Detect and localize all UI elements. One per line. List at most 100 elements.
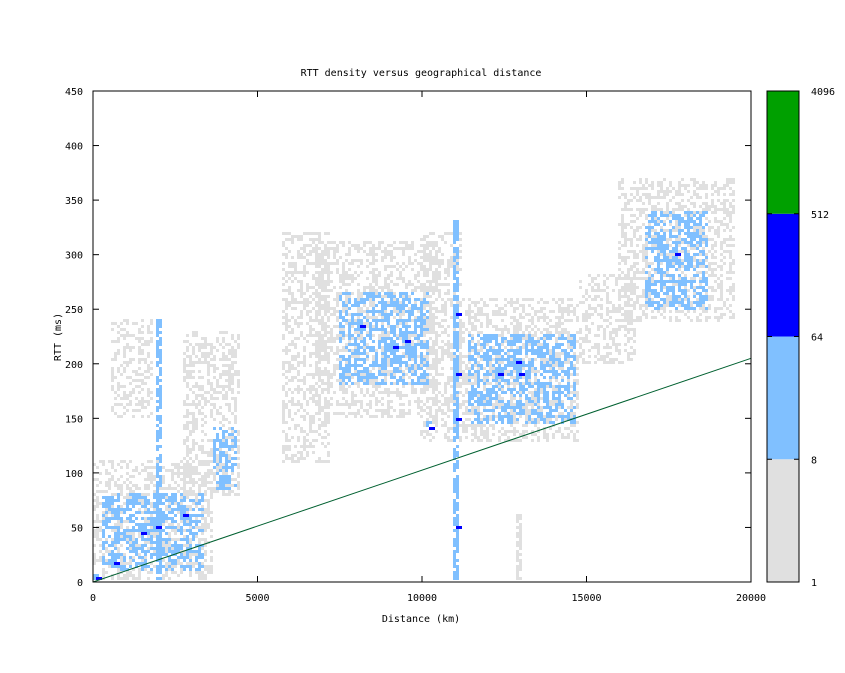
heatmap-cell: [156, 529, 159, 532]
heatmap-cell: [291, 403, 294, 406]
heatmap-cell: [417, 280, 420, 283]
heatmap-cell: [129, 508, 132, 511]
heatmap-cell: [537, 406, 540, 409]
heatmap-cell: [135, 544, 138, 547]
heatmap-cell: [339, 322, 342, 325]
heatmap-cell: [447, 274, 450, 277]
heatmap-cell: [399, 370, 402, 373]
heatmap-cell: [411, 349, 414, 352]
heatmap-cell: [207, 367, 210, 370]
heatmap-cell: [201, 499, 204, 502]
heatmap-cell: [606, 295, 609, 298]
heatmap-cell: [369, 295, 372, 298]
heatmap-cell: [381, 358, 384, 361]
heatmap-cell: [363, 346, 366, 349]
heatmap-cell: [363, 298, 366, 301]
heatmap-cell: [345, 310, 348, 313]
heatmap-cell: [462, 382, 465, 385]
heatmap-cell: [504, 433, 507, 436]
heatmap-cell: [411, 310, 414, 313]
heatmap-cell: [528, 400, 531, 403]
heatmap-cell: [141, 544, 144, 547]
heatmap-cell: [234, 484, 237, 487]
heatmap-cell: [516, 364, 519, 367]
heatmap-cell: [225, 370, 228, 373]
heatmap-cell: [501, 409, 504, 412]
heatmap-cell: [525, 370, 528, 373]
heatmap-cell: [291, 436, 294, 439]
heatmap-cell: [363, 250, 366, 253]
heatmap-cell: [204, 544, 207, 547]
heatmap-cell: [204, 463, 207, 466]
heatmap-cell: [360, 358, 363, 361]
heatmap-cell: [201, 523, 204, 526]
heatmap-cell: [525, 436, 528, 439]
heatmap-cell: [426, 322, 429, 325]
heatmap-cell: [96, 559, 99, 562]
heatmap-cell: [348, 379, 351, 382]
heatmap-cell: [102, 553, 105, 556]
heatmap-cell: [324, 322, 327, 325]
heatmap-cell: [153, 493, 156, 496]
heatmap-cell: [570, 361, 573, 364]
heatmap-cell: [210, 385, 213, 388]
heatmap-cell: [189, 565, 192, 568]
heatmap-cell: [132, 484, 135, 487]
heatmap-cell: [555, 430, 558, 433]
heatmap-cell: [423, 247, 426, 250]
heatmap-cell: [231, 346, 234, 349]
heatmap-cell: [546, 334, 549, 337]
heatmap-cell: [198, 484, 201, 487]
heatmap-cell: [558, 334, 561, 337]
heatmap-cell: [327, 340, 330, 343]
heatmap-cell: [198, 547, 201, 550]
heatmap-cell: [531, 430, 534, 433]
heatmap-cell: [126, 376, 129, 379]
heatmap-cell: [198, 376, 201, 379]
heatmap-cell: [552, 415, 555, 418]
heatmap-cell: [384, 355, 387, 358]
heatmap-cell: [570, 415, 573, 418]
heatmap-cell: [456, 394, 459, 397]
heatmap-cell: [399, 271, 402, 274]
heatmap-cell: [138, 544, 141, 547]
heatmap-cell: [573, 406, 576, 409]
heatmap-cell: [210, 352, 213, 355]
heatmap-cell: [438, 259, 441, 262]
heatmap-cell: [192, 370, 195, 373]
heatmap-cell: [561, 298, 564, 301]
heatmap-cell: [342, 319, 345, 322]
heatmap-cell: [213, 358, 216, 361]
heatmap-cell: [426, 271, 429, 274]
heatmap-cell: [528, 385, 531, 388]
heatmap-cell: [117, 538, 120, 541]
heatmap-cell: [105, 490, 108, 493]
heatmap-cell: [201, 493, 204, 496]
heatmap-cell: [234, 340, 237, 343]
heatmap-cell: [429, 328, 432, 331]
heatmap-cell: [117, 571, 120, 574]
heatmap-cell: [294, 424, 297, 427]
heatmap-cell: [447, 259, 450, 262]
heatmap-cell: [537, 415, 540, 418]
heatmap-cell: [396, 322, 399, 325]
heatmap-cell: [396, 361, 399, 364]
heatmap-cell: [399, 346, 402, 349]
heatmap-cell: [132, 526, 135, 529]
heatmap-cell: [543, 328, 546, 331]
heatmap-cell: [468, 412, 471, 415]
heatmap-cell: [486, 382, 489, 385]
heatmap-cell: [297, 253, 300, 256]
heatmap-cell: [432, 286, 435, 289]
heatmap-cell: [213, 391, 216, 394]
heatmap-cell: [288, 250, 291, 253]
heatmap-cell: [309, 424, 312, 427]
heatmap-cell: [213, 427, 216, 430]
heatmap-cell: [186, 493, 189, 496]
heatmap-cell: [432, 436, 435, 439]
heatmap-cell: [489, 388, 492, 391]
heatmap-cell: [174, 496, 177, 499]
heatmap-cell: [327, 361, 330, 364]
heatmap-cell: [366, 307, 369, 310]
heatmap-cell: [225, 481, 228, 484]
